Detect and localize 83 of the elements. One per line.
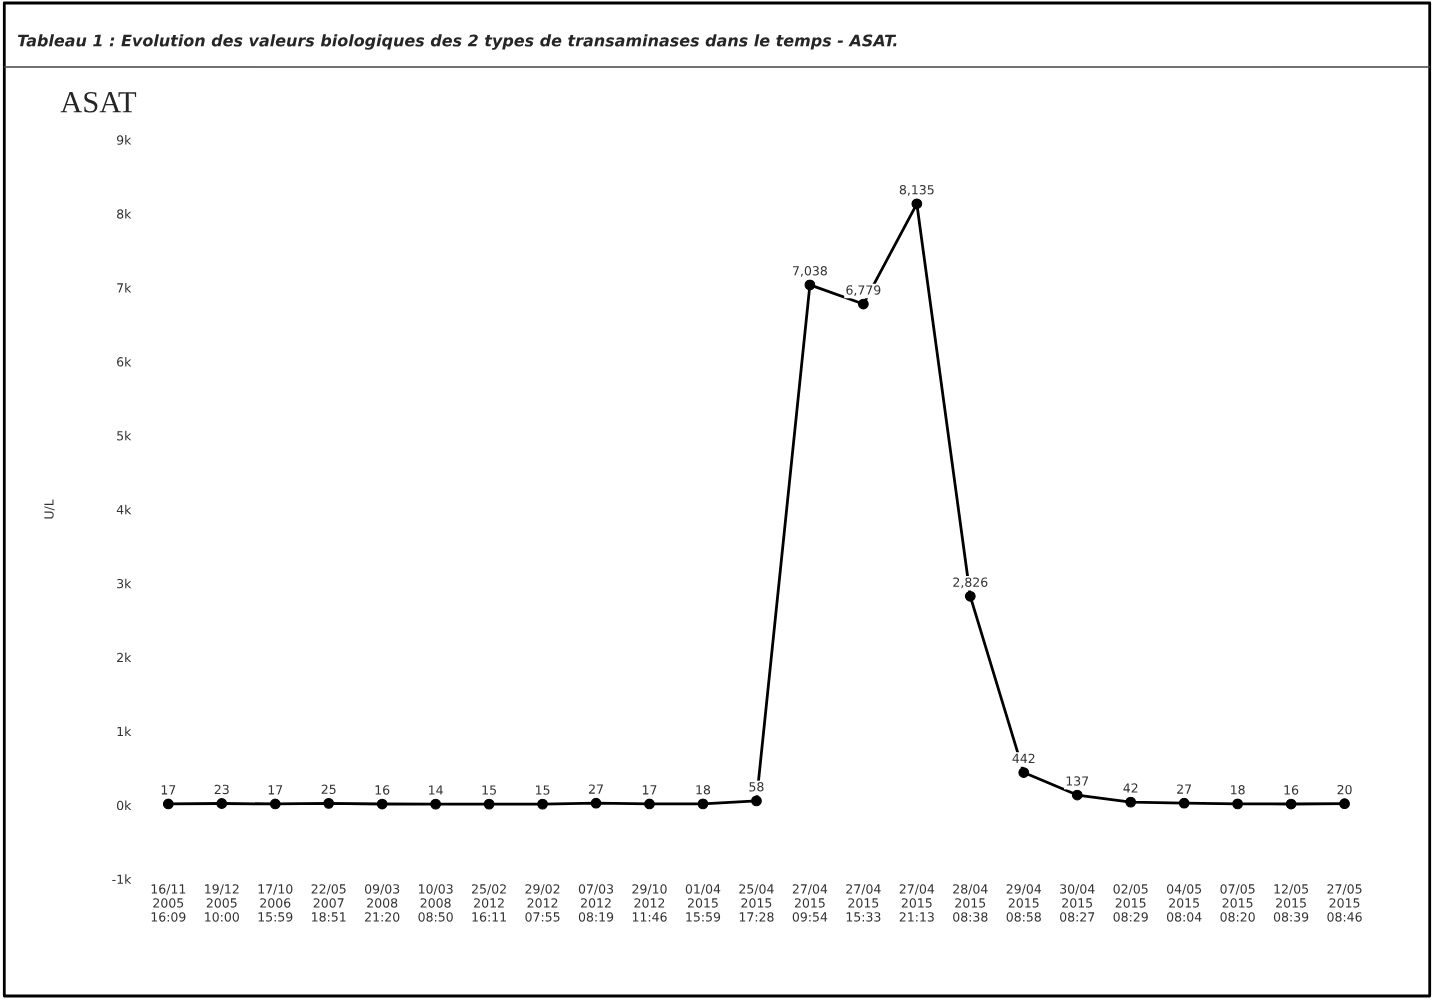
x-tick-label: 27/04 2015 09:54 [792, 884, 828, 922]
x-tick-label: 02/05 2015 08:29 [1113, 884, 1148, 922]
y-tick-label: 0k [117, 800, 132, 811]
point [376, 798, 388, 810]
data-label: 137 [1066, 776, 1089, 786]
data-label: 58 [749, 782, 764, 792]
x-tick-label: 10/03 2008 08:50 [418, 884, 453, 922]
point [1125, 796, 1137, 808]
x-tick-label: 29/10 2012 11:46 [632, 884, 667, 922]
point [857, 298, 869, 310]
point [162, 798, 174, 810]
data-label: 15 [482, 785, 496, 795]
data-label: 27 [1177, 784, 1192, 794]
data-label: 27 [589, 784, 603, 794]
point [537, 798, 548, 810]
data-label: 442 [1012, 753, 1035, 763]
x-tick-label: 09/03 2008 21:20 [364, 884, 400, 922]
data-label: 17 [268, 785, 283, 795]
x-tick-label: 29/02 2012 07:55 [525, 884, 560, 922]
data-label: 25 [321, 784, 336, 794]
y-tick-label: -1k [112, 874, 132, 884]
y-tick-label: 7k [117, 282, 132, 293]
x-tick-label: 29/04 2015 08:58 [1006, 884, 1042, 922]
point [644, 798, 655, 810]
point [1232, 798, 1244, 810]
point [1018, 767, 1030, 778]
chart-title: Tableau 1 : Evolution des valeurs biologiques des 2 types de transaminases dans le temps - ASAT. [17, 34, 897, 50]
x-tick-label: 22/05 2007 18:51 [311, 884, 346, 922]
y-tick-label: 5k [117, 430, 132, 441]
y-tick-label: 3k [117, 578, 132, 589]
data-label: 14 [429, 785, 443, 795]
point [751, 795, 762, 807]
data-label: 18 [696, 785, 711, 795]
point [911, 198, 923, 210]
point [1178, 797, 1190, 809]
x-tick-label: 25/04 2015 17:28 [739, 884, 774, 922]
chart-subtitle: ASAT [60, 92, 137, 113]
x-tick-label: 07/03 2012 08:19 [578, 884, 614, 922]
x-tick-label: 12/05 2015 08:39 [1273, 884, 1309, 922]
y-tick-label: 4k [116, 504, 132, 515]
point [964, 590, 976, 602]
point [590, 797, 602, 809]
x-tick-label: 30/04 2015 08:27 [1060, 884, 1095, 922]
data-label: 6,779 [846, 285, 881, 296]
y-tick-label: 9k [116, 135, 132, 145]
point [1071, 789, 1083, 801]
y-tick-label: 8k [117, 209, 132, 219]
x-tick-label: 04/05 2015 08:04 [1166, 884, 1202, 922]
data-label: 17 [161, 785, 176, 795]
data-label: 17 [642, 785, 657, 795]
point [697, 798, 709, 810]
point [804, 279, 816, 291]
point [1285, 798, 1297, 810]
x-tick-label: 17/10 2006 15:59 [258, 884, 293, 922]
x-tick-label: 01/04 2015 15:59 [685, 884, 721, 922]
data-label: 23 [214, 784, 229, 795]
point [269, 798, 281, 810]
data-label: 20 [1337, 784, 1352, 795]
point [1339, 798, 1350, 810]
data-label: 2,826 [953, 577, 988, 589]
x-tick-label: 28/04 2015 08:38 [953, 884, 988, 922]
x-tick-label: 25/02 2012 16:11 [472, 884, 506, 922]
y-tick-label: 1k [117, 726, 132, 737]
y-tick-label: 2k [117, 652, 132, 663]
data-label: 16 [375, 785, 390, 795]
point [323, 797, 335, 809]
point [216, 798, 228, 809]
data-label: 16 [1284, 785, 1299, 795]
x-tick-label: 07/05 2015 08:20 [1220, 884, 1255, 922]
point [483, 798, 495, 810]
x-tick-label: 27/04 2015 21:13 [899, 884, 935, 922]
x-tick-label: 19/12 2005 10:00 [205, 884, 239, 922]
data-label: 8,135 [899, 184, 934, 196]
y-axis-title: U/L [44, 499, 55, 519]
y-tick-label: 6k [117, 356, 132, 367]
data-label: 7,038 [793, 266, 827, 277]
data-label: 18 [1231, 785, 1245, 795]
x-tick-label: 16/11 2005 16:09 [151, 884, 186, 922]
x-tick-label: 27/04 2015 15:33 [846, 884, 881, 922]
data-label: 15 [535, 785, 550, 795]
point [430, 798, 442, 810]
data-label: 42 [1123, 783, 1138, 793]
x-tick-label: 27/05 2015 08:46 [1327, 884, 1362, 922]
